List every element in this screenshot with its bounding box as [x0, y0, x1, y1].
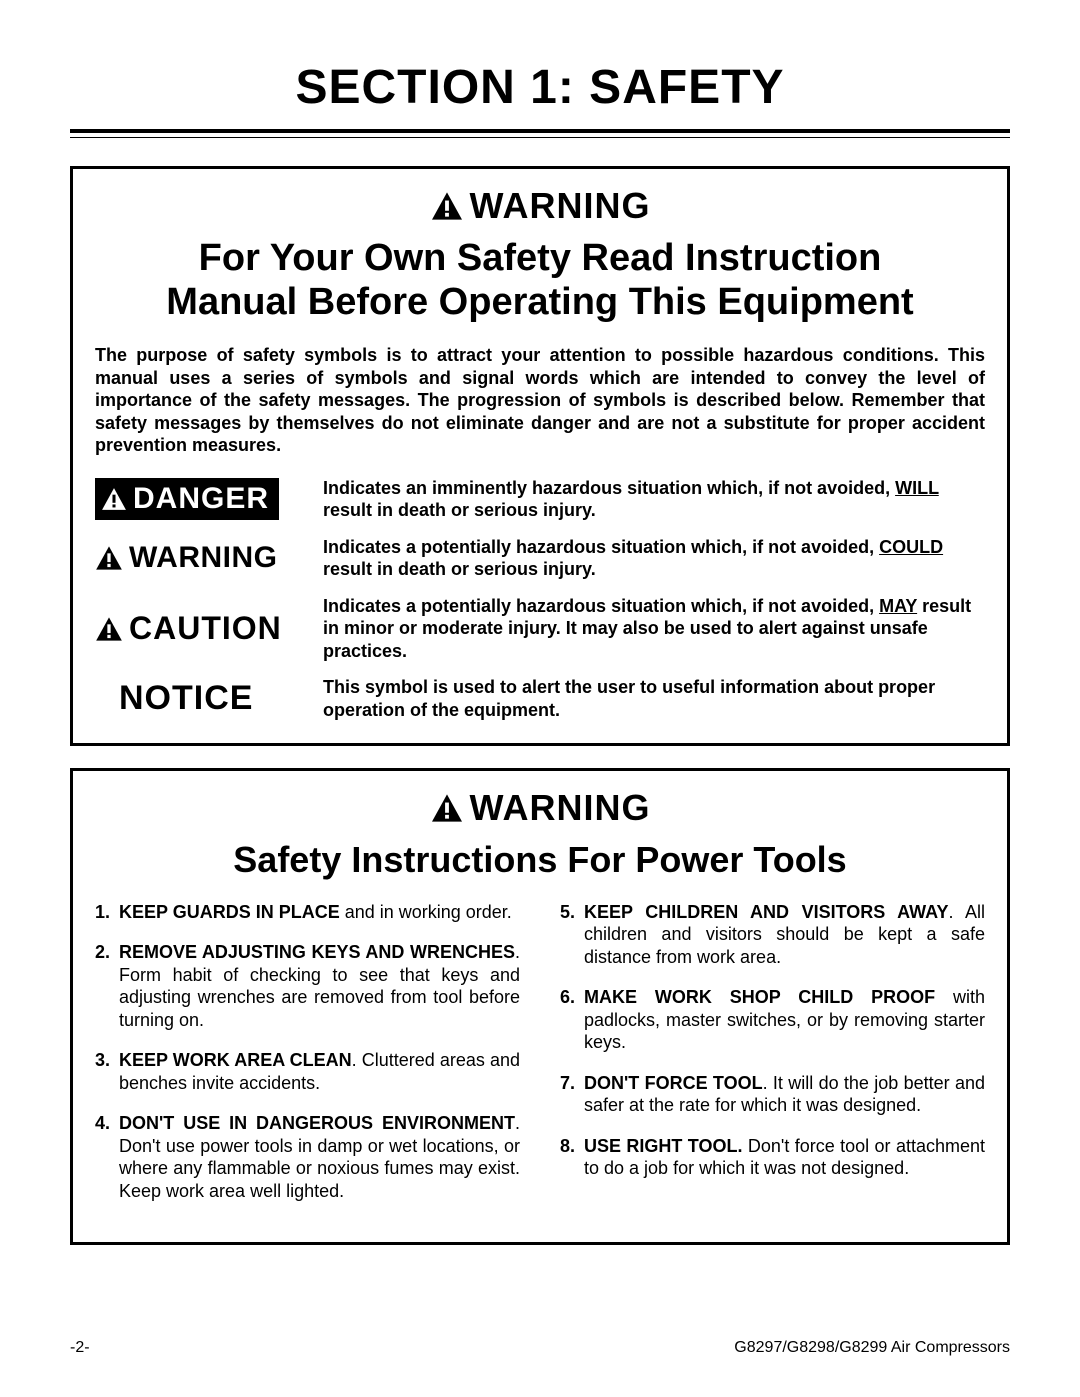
subtitle-line2: Manual Before Operating This Equipment	[166, 281, 913, 323]
alert-triangle-icon	[430, 793, 464, 823]
page-number: -2-	[70, 1339, 90, 1357]
alert-triangle-icon	[95, 545, 123, 571]
warning-text: WARNING	[129, 541, 278, 575]
danger-label: DANGER	[95, 478, 305, 520]
alert-triangle-icon	[95, 616, 123, 642]
instruction-number: 7.	[560, 1072, 584, 1117]
subtitle-line1: For Your Own Safety Read Instruction	[199, 237, 882, 279]
warning-desc-key: COULD	[879, 537, 943, 557]
instruction-number: 2.	[95, 941, 119, 1031]
instruction-number: 4.	[95, 1112, 119, 1202]
instruction-number: 6.	[560, 986, 584, 1054]
instruction-text: DON'T FORCE TOOL. It will do the job bet…	[584, 1072, 985, 1117]
instruction-text: KEEP GUARDS IN PLACE and in working orde…	[119, 901, 520, 924]
rule-thin	[70, 137, 1010, 138]
section-title: SECTION 1: SAFETY	[70, 60, 1010, 129]
panel1-subtitle: For Your Own Safety Read Instruction Man…	[95, 237, 985, 324]
instruction-item: 3.KEEP WORK AREA CLEAN. Cluttered areas …	[95, 1049, 520, 1094]
symbol-row-caution: CAUTION Indicates a potentially hazardou…	[95, 595, 985, 663]
alert-triangle-icon	[101, 487, 127, 511]
instruction-text: MAKE WORK SHOP CHILD PROOF with padlocks…	[584, 986, 985, 1054]
symbol-row-danger: DANGER Indicates an imminently hazardous…	[95, 477, 985, 522]
footer-model-text: G8297/G8298/G8299 Air Compressors	[734, 1339, 1010, 1357]
instruction-item: 6.MAKE WORK SHOP CHILD PROOF with padloc…	[560, 986, 985, 1054]
instruction-text: KEEP CHILDREN AND VISITORS AWAY. All chi…	[584, 901, 985, 969]
danger-desc-pre: Indicates an imminently hazardous situat…	[323, 478, 895, 498]
danger-text: DANGER	[133, 482, 269, 516]
caution-desc-pre: Indicates a potentially hazardous situat…	[323, 596, 879, 616]
instruction-item: 5.KEEP CHILDREN AND VISITORS AWAY. All c…	[560, 901, 985, 969]
instruction-item: 4.DON'T USE IN DANGEROUS ENVIRONMENT. Do…	[95, 1112, 520, 1202]
instruction-text: KEEP WORK AREA CLEAN. Cluttered areas an…	[119, 1049, 520, 1094]
caution-text: CAUTION	[129, 610, 282, 647]
instruction-number: 8.	[560, 1135, 584, 1180]
warning-desc: Indicates a potentially hazardous situat…	[323, 536, 985, 581]
alert-triangle-icon	[430, 191, 464, 221]
instruction-number: 3.	[95, 1049, 119, 1094]
panel-safety-symbols: WARNING For Your Own Safety Read Instruc…	[70, 166, 1010, 746]
warning-header-2: WARNING	[95, 787, 985, 829]
warning-header-text: WARNING	[470, 185, 651, 226]
intro-paragraph: The purpose of safety symbols is to attr…	[95, 344, 985, 457]
notice-desc: This symbol is used to alert the user to…	[323, 676, 985, 721]
panel-power-tools: WARNING Safety Instructions For Power To…	[70, 768, 1010, 1245]
instruction-number: 5.	[560, 901, 584, 969]
instruction-text: USE RIGHT TOOL. Don't force tool or atta…	[584, 1135, 985, 1180]
page-footer: -2- G8297/G8298/G8299 Air Compressors	[70, 1339, 1010, 1357]
danger-desc: Indicates an imminently hazardous situat…	[323, 477, 985, 522]
instruction-item: 7.DON'T FORCE TOOL. It will do the job b…	[560, 1072, 985, 1117]
caution-desc: Indicates a potentially hazardous situat…	[323, 595, 985, 663]
instruction-number: 1.	[95, 901, 119, 924]
instructions-col-right: 5.KEEP CHILDREN AND VISITORS AWAY. All c…	[560, 901, 985, 1221]
caution-label: CAUTION	[95, 610, 305, 647]
instruction-text: REMOVE ADJUSTING KEYS AND WRENCHES. Form…	[119, 941, 520, 1031]
symbol-row-warning: WARNING Indicates a potentially hazardou…	[95, 536, 985, 581]
instruction-text: DON'T USE IN DANGEROUS ENVIRONMENT. Don'…	[119, 1112, 520, 1202]
panel2-subtitle: Safety Instructions For Power Tools	[95, 839, 985, 880]
instructions-columns: 1.KEEP GUARDS IN PLACE and in working or…	[95, 901, 985, 1221]
notice-label: NOTICE	[95, 679, 305, 718]
warning-header-2-text: WARNING	[470, 787, 651, 828]
warning-desc-pre: Indicates a potentially hazardous situat…	[323, 537, 879, 557]
rule-thick	[70, 129, 1010, 133]
instruction-item: 8.USE RIGHT TOOL. Don't force tool or at…	[560, 1135, 985, 1180]
instructions-col-left: 1.KEEP GUARDS IN PLACE and in working or…	[95, 901, 520, 1221]
caution-desc-key: MAY	[879, 596, 917, 616]
warning-label: WARNING	[95, 541, 305, 575]
symbols-table: DANGER Indicates an imminently hazardous…	[95, 477, 985, 722]
instruction-item: 1.KEEP GUARDS IN PLACE and in working or…	[95, 901, 520, 924]
danger-desc-key: WILL	[895, 478, 939, 498]
instruction-item: 2.REMOVE ADJUSTING KEYS AND WRENCHES. Fo…	[95, 941, 520, 1031]
warning-header: WARNING	[95, 185, 985, 227]
warning-desc-post: result in death or serious injury.	[323, 559, 596, 579]
danger-desc-post: result in death or serious injury.	[323, 500, 596, 520]
symbol-row-notice: NOTICE This symbol is used to alert the …	[95, 676, 985, 721]
notice-text: NOTICE	[95, 679, 253, 718]
